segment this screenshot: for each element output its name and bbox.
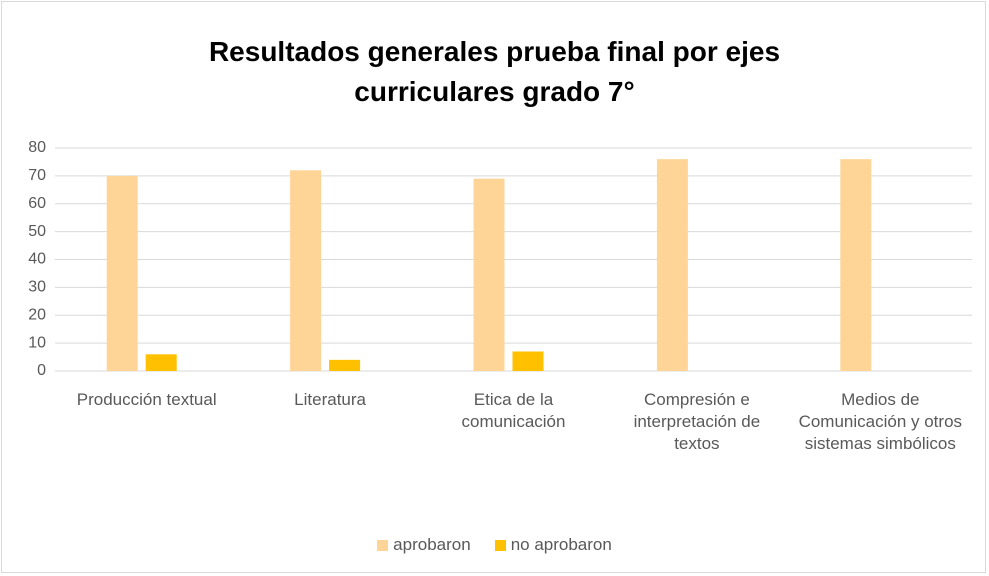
legend-item: aprobaron bbox=[377, 535, 471, 555]
x-tick-label: Compresión e interpretación de textos bbox=[633, 390, 761, 453]
y-tick-label: 40 bbox=[28, 251, 46, 268]
bar bbox=[290, 170, 322, 371]
bar bbox=[106, 175, 138, 371]
bar bbox=[840, 159, 872, 371]
legend-item: no aprobaron bbox=[494, 535, 612, 555]
x-tick-label: Producción textual bbox=[76, 390, 217, 409]
chart-title: Resultados generales prueba final por ej… bbox=[208, 36, 781, 107]
y-tick-label: 10 bbox=[28, 334, 46, 351]
bar bbox=[145, 354, 177, 371]
bar bbox=[656, 159, 688, 371]
y-tick-label: 70 bbox=[28, 167, 46, 184]
y-tick-label: 50 bbox=[28, 223, 46, 240]
x-tick-label: Medios de Comunicación y otros sistemas … bbox=[798, 390, 963, 453]
legend-label: no aprobaron bbox=[510, 535, 612, 554]
legend-swatch bbox=[494, 539, 506, 551]
y-tick-label: 60 bbox=[28, 195, 46, 212]
bar bbox=[329, 359, 361, 371]
bar bbox=[473, 178, 505, 371]
legend-label: aprobaron bbox=[393, 535, 471, 554]
bar bbox=[512, 351, 544, 371]
legend-swatch bbox=[377, 539, 389, 551]
x-tick-label: Literatura bbox=[294, 390, 366, 409]
y-tick-label: 0 bbox=[37, 362, 46, 379]
legend: aprobaron no aprobaron bbox=[0, 535, 989, 555]
y-tick-label: 80 bbox=[28, 139, 46, 156]
x-tick-label: Etica de la comunicación bbox=[461, 390, 566, 431]
y-tick-label: 20 bbox=[28, 306, 46, 323]
y-tick-label: 30 bbox=[28, 279, 46, 296]
